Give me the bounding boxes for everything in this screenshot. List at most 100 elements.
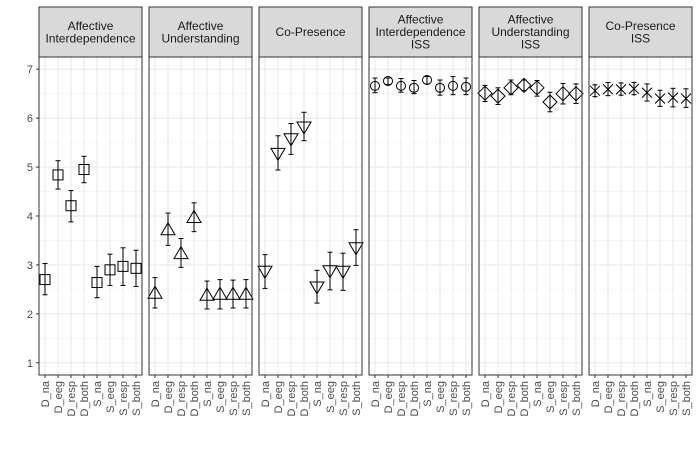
y-tick-label: 6	[27, 113, 33, 125]
panel-border	[258, 56, 363, 376]
marker-stroke	[680, 93, 692, 104]
facet-title-line: Affective	[68, 19, 114, 33]
error-bar	[107, 253, 113, 286]
error-bar	[230, 279, 236, 309]
point-marker	[461, 81, 471, 92]
panel-border	[368, 56, 473, 376]
facet-title-line: ISS	[521, 38, 540, 52]
x-tick-label: S_resp	[228, 381, 240, 416]
marker-stroke	[641, 87, 653, 99]
point-marker	[555, 85, 571, 102]
point-marker	[348, 242, 364, 256]
x-tick-label: D_na	[260, 380, 272, 407]
facet-title-line: Understanding	[491, 25, 569, 39]
error-bar	[55, 160, 61, 190]
error-bar	[463, 77, 469, 96]
facet-strip	[258, 6, 363, 58]
y-tick-label: 1	[27, 358, 33, 370]
error-bar	[353, 229, 359, 266]
facet-title-line: ISS	[411, 38, 430, 52]
point-marker	[257, 265, 273, 280]
facet-strip	[368, 6, 473, 58]
error-bar	[120, 247, 126, 286]
panel-border	[478, 56, 583, 376]
y-tick-label: 5	[27, 162, 33, 174]
error-bar	[340, 252, 346, 291]
x-tick-label: D_eeg	[53, 381, 65, 413]
point-marker	[186, 209, 202, 223]
error-bar	[94, 265, 100, 299]
error-bar	[243, 279, 249, 309]
x-tick-label: S_both	[131, 381, 143, 416]
point-marker	[589, 83, 601, 98]
point-marker	[667, 90, 679, 105]
x-tick-label: S_na	[92, 380, 104, 407]
x-tick-label: D_resp	[66, 381, 78, 416]
marker-stroke	[654, 93, 666, 104]
x-tick-label: D_both	[629, 381, 641, 416]
x-tick-label: D_na	[150, 380, 162, 407]
error-bar	[42, 262, 48, 296]
x-tick-label: S_eeg	[545, 381, 557, 413]
x-tick-label: D_eeg	[493, 381, 505, 413]
point-marker	[104, 264, 116, 276]
x-tick-label: D_resp	[506, 381, 518, 416]
x-tick-label: S_both	[571, 381, 583, 416]
point-marker	[448, 80, 458, 91]
x-tick-label: S_eeg	[655, 381, 667, 413]
x-tick-label: S_both	[681, 381, 693, 416]
point-marker	[238, 286, 254, 300]
error-bar	[152, 277, 158, 309]
error-bar	[81, 155, 87, 184]
error-bar	[482, 84, 488, 103]
y-tick-label: 2	[27, 309, 33, 321]
marker-stroke	[615, 83, 627, 95]
x-tick-label: D_resp	[396, 381, 408, 416]
x-tick-label: S_resp	[118, 381, 130, 416]
point-marker	[225, 286, 241, 300]
point-marker	[270, 147, 286, 162]
facet-title-line: Co-Presence	[275, 25, 345, 39]
error-bar	[165, 212, 171, 246]
error-bar	[178, 238, 184, 268]
facet-title-line: Affective	[508, 13, 554, 27]
error-bar	[411, 79, 417, 95]
facet-title-line: Affective	[178, 19, 224, 33]
point-marker	[370, 80, 380, 91]
x-tick-label: S_both	[351, 381, 363, 416]
x-tick-label: D_both	[519, 381, 531, 416]
x-tick-label: D_both	[189, 381, 201, 416]
error-bar	[275, 135, 281, 171]
error-bar	[133, 249, 139, 287]
point-marker	[147, 285, 163, 299]
x-tick-label: D_na	[40, 380, 52, 407]
point-marker	[628, 81, 640, 96]
x-tick-label: D_eeg	[383, 381, 395, 413]
x-tick-label: S_both	[241, 381, 253, 416]
marker-stroke	[589, 85, 601, 97]
error-bar	[327, 251, 333, 291]
facet-title-line: Affective	[398, 13, 444, 27]
point-marker	[212, 286, 228, 300]
error-bar	[314, 269, 320, 304]
error-bar	[385, 77, 391, 85]
point-marker	[615, 82, 627, 97]
x-tick-label: S_resp	[448, 381, 460, 416]
point-marker	[160, 221, 176, 236]
point-marker	[680, 91, 692, 106]
x-tick-label: S_eeg	[435, 381, 447, 413]
point-marker	[335, 265, 351, 280]
facet-strip	[148, 6, 253, 58]
error-bar	[301, 111, 307, 142]
point-marker	[542, 94, 558, 110]
point-marker	[516, 77, 532, 94]
point-marker	[490, 88, 506, 104]
point-marker	[173, 245, 189, 260]
point-marker	[78, 164, 90, 176]
point-marker	[283, 133, 299, 147]
point-marker	[309, 281, 325, 295]
